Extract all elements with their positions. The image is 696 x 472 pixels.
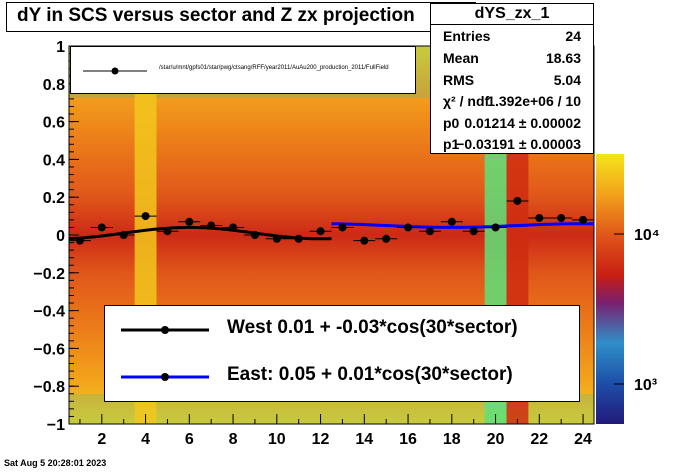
- x-tick-label: 12: [312, 431, 330, 448]
- y-tick-label: 0.8: [43, 77, 65, 94]
- data-point: [163, 227, 172, 236]
- stat-value: 5.04: [553, 72, 581, 88]
- data-point: [316, 227, 325, 236]
- stats-box: dYS_zx_1 Entries 24 Mean 18.63 RMS 5.04 …: [430, 3, 594, 154]
- data-point: [425, 227, 434, 236]
- data-point: [557, 213, 566, 222]
- data-point: [360, 236, 369, 245]
- stat-label: χ² / ndf: [443, 93, 490, 109]
- x-tick-label: 6: [185, 431, 194, 448]
- stat-value: 1.392e+06 / 10: [487, 93, 581, 109]
- fit-curve-east: [331, 222, 594, 229]
- data-point: [119, 231, 128, 239]
- y-tick-label: 1: [56, 39, 65, 56]
- stats-name: dYS_zx_1: [431, 4, 593, 25]
- timestamp: Sat Aug 5 20:28:01 2023: [4, 458, 107, 468]
- legend-top: /star/u/mnt/gpfs01/star/pwg/ctsang/RFF/y…: [70, 46, 416, 94]
- data-point: [97, 223, 106, 232]
- stat-row-entries: Entries 24: [431, 25, 593, 47]
- y-tick-label: −0.4: [33, 304, 65, 321]
- data-point: [272, 234, 281, 243]
- x-tick-label: 10: [268, 431, 286, 448]
- stat-label: p1: [443, 136, 460, 152]
- data-point: [250, 231, 259, 239]
- data-point: [469, 227, 478, 236]
- stat-value: 18.63: [545, 50, 581, 66]
- legend-west-label: West 0.01 + -0.03*cos(30*sector): [227, 317, 518, 338]
- stat-value: 0.01214 ± 0.00002: [464, 115, 581, 131]
- west-legend-marker: [161, 326, 169, 334]
- data-point: [294, 234, 303, 243]
- legend-east-label: East: 0.05 + 0.01*cos(30*sector): [227, 364, 513, 385]
- y-tick-label: −1: [47, 417, 65, 434]
- legend-bottom: West 0.01 + -0.03*cos(30*sector) East: 0…: [104, 305, 580, 402]
- x-tick-label: 2: [97, 431, 106, 448]
- stat-row-mean: Mean 18.63: [431, 47, 593, 69]
- x-tick-label: 14: [355, 431, 373, 448]
- data-point: [75, 236, 84, 245]
- data-point: [382, 234, 391, 243]
- x-tick-label: 4: [141, 431, 150, 448]
- y-tick-label: 0.4: [43, 152, 65, 169]
- x-tick-label: 16: [399, 431, 417, 448]
- data-point: [535, 213, 544, 222]
- data-point: [404, 223, 413, 232]
- data-point: [207, 221, 216, 230]
- data-point: [447, 217, 456, 226]
- y-tick-label: −0.6: [33, 341, 65, 358]
- x-tick-label: 22: [530, 431, 548, 448]
- stat-label: Entries: [443, 28, 491, 44]
- stat-row-rms: RMS 5.04: [431, 69, 593, 91]
- east-legend-marker: [161, 373, 169, 381]
- data-point: [491, 223, 500, 232]
- y-tick-label: 0.6: [43, 115, 65, 132]
- colorbar: [596, 154, 624, 424]
- data-point: [513, 196, 522, 205]
- x-tick-label: 8: [229, 431, 238, 448]
- stat-label: RMS: [443, 72, 475, 88]
- legend-bottom-markers: [121, 326, 209, 381]
- y-tick-label: −0.8: [33, 379, 65, 396]
- y-tick-label: 0: [56, 228, 65, 245]
- data-point: [185, 217, 194, 226]
- stat-row-chi2: χ² / ndf 1.392e+06 / 10: [431, 90, 593, 112]
- stat-row-p0: p0 0.01214 ± 0.00002: [431, 112, 593, 134]
- legend-top-marker: [83, 67, 147, 75]
- x-tick-label: 20: [487, 431, 505, 448]
- chart-title: dY in SCS versus sector and Z zx project…: [17, 5, 415, 26]
- y-tick-label: −0.2: [33, 266, 65, 283]
- data-point: [229, 223, 238, 232]
- y-tick-label: 0.2: [43, 190, 65, 207]
- stat-row-p1: p1 −0.03191 ± 0.00003: [431, 133, 593, 155]
- stat-value: −0.03191 ± 0.00003: [456, 136, 581, 152]
- title-box: dY in SCS versus sector and Z zx project…: [6, 2, 476, 32]
- stat-label: p0: [443, 115, 460, 131]
- colorbar-tick-label: 10³: [634, 377, 657, 394]
- colorbar-tick-label: 10⁴: [634, 227, 660, 244]
- data-point: [338, 223, 347, 232]
- legend-top-label: /star/u/mnt/gpfs01/star/pwg/ctsang/RFF/y…: [159, 65, 389, 71]
- x-tick-label: 18: [443, 431, 461, 448]
- data-point: [141, 212, 150, 221]
- data-point: [579, 215, 588, 224]
- stat-label: Mean: [443, 50, 479, 66]
- x-tick-label: 24: [574, 431, 592, 448]
- stat-value: 24: [565, 28, 581, 44]
